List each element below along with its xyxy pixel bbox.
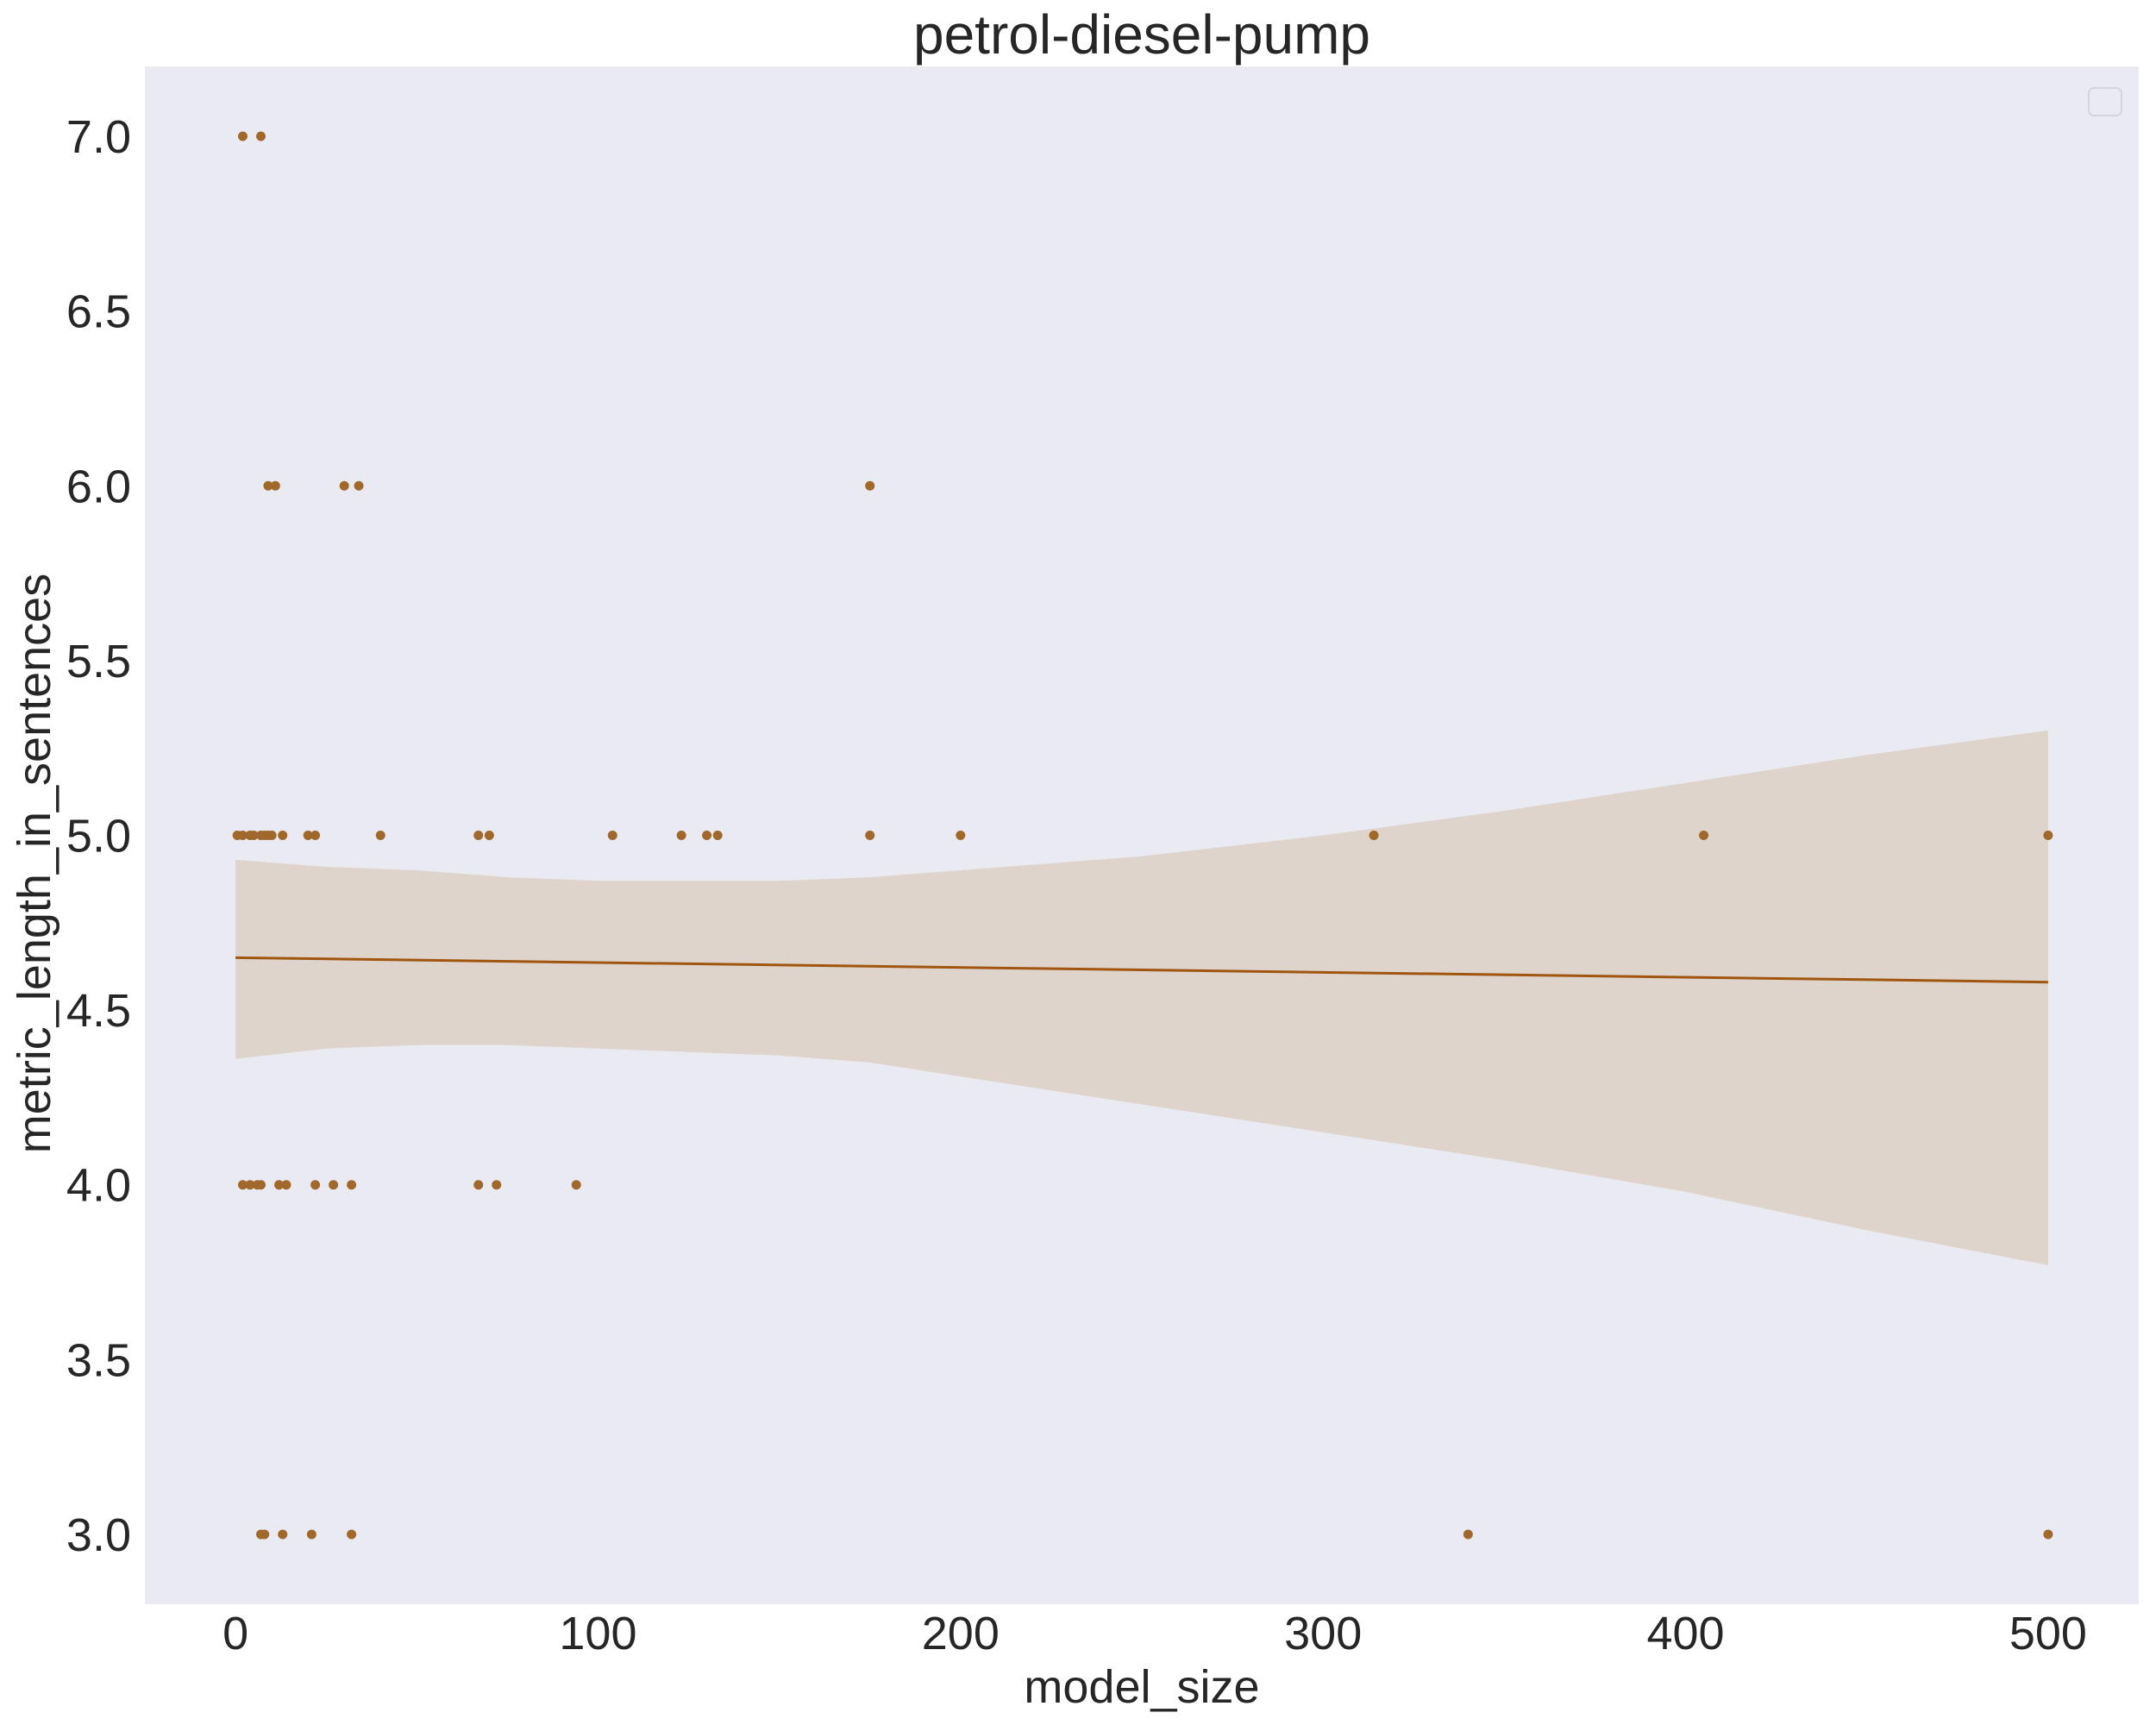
data-point [263, 480, 273, 491]
x-tick-label: 100 [559, 1608, 636, 1659]
data-point [278, 831, 288, 840]
data-point [347, 1529, 357, 1540]
data-point [2043, 831, 2053, 840]
data-point [274, 1180, 285, 1190]
data-point [339, 480, 349, 491]
data-point [281, 1180, 291, 1190]
data-point [278, 1529, 288, 1540]
x-tick-label: 200 [922, 1608, 1000, 1659]
x-tick-label: 500 [2009, 1608, 2087, 1659]
y-tick-label: 6.0 [66, 461, 131, 512]
y-tick-label: 4.0 [66, 1160, 131, 1212]
data-point [473, 1180, 484, 1190]
y-tick-label: 5.5 [66, 636, 131, 687]
x-tick-labels: 0 100 200 300 400 500 [222, 1608, 2087, 1659]
data-point [865, 831, 875, 840]
data-point [248, 831, 259, 840]
confidence-band [235, 730, 2048, 1265]
y-tick-label: 5.0 [66, 811, 131, 862]
data-point [375, 831, 385, 840]
y-tick-label: 4.5 [66, 985, 131, 1037]
data-point [237, 1180, 248, 1190]
data-point [1369, 831, 1379, 840]
data-point [712, 831, 723, 840]
legend-box [2088, 87, 2122, 116]
y-tick-labels: 3.0 3.5 4.0 4.5 5.0 5.5 6.0 6.5 7.0 [66, 111, 131, 1561]
data-point [1699, 831, 1709, 840]
data-point [492, 1180, 502, 1190]
data-point [306, 1529, 317, 1540]
data-point [270, 480, 280, 491]
data-point [473, 831, 484, 840]
regression-line-layer [235, 956, 2048, 984]
y-tick-label: 3.5 [66, 1334, 131, 1386]
y-tick-label: 3.0 [66, 1509, 131, 1561]
data-point [484, 831, 494, 840]
data-point [865, 480, 875, 491]
regression-line [235, 956, 2048, 984]
data-point [310, 1180, 321, 1190]
x-tick-label: 0 [222, 1608, 248, 1659]
data-point [702, 831, 712, 840]
x-tick-label: 400 [1646, 1608, 1724, 1659]
data-point [571, 1180, 581, 1190]
data-point [956, 831, 966, 840]
data-point [1463, 1529, 1473, 1540]
data-point [347, 1180, 357, 1190]
data-point [2043, 1529, 2053, 1540]
data-point [266, 831, 277, 840]
data-point [245, 1180, 255, 1190]
data-points-layer [232, 131, 2053, 1540]
data-point [303, 831, 313, 840]
y-tick-label: 6.5 [66, 286, 131, 338]
chart-title: petrol-diesel-pump [913, 3, 1370, 66]
confidence-band-layer [235, 730, 2048, 1265]
data-point [354, 480, 364, 491]
data-point [237, 831, 248, 840]
y-tick-label: 7.0 [66, 111, 131, 163]
data-point [676, 831, 686, 840]
y-axis-label: metric_length_in_sentences [9, 574, 60, 1153]
x-axis-label: model_size [1024, 1661, 1259, 1713]
data-point [329, 1180, 339, 1190]
data-point [256, 131, 266, 141]
x-tick-label: 300 [1284, 1608, 1362, 1659]
data-point [237, 131, 248, 141]
data-point [310, 831, 321, 840]
data-point [607, 831, 617, 840]
data-point [256, 1180, 266, 1190]
data-point [260, 1529, 270, 1540]
